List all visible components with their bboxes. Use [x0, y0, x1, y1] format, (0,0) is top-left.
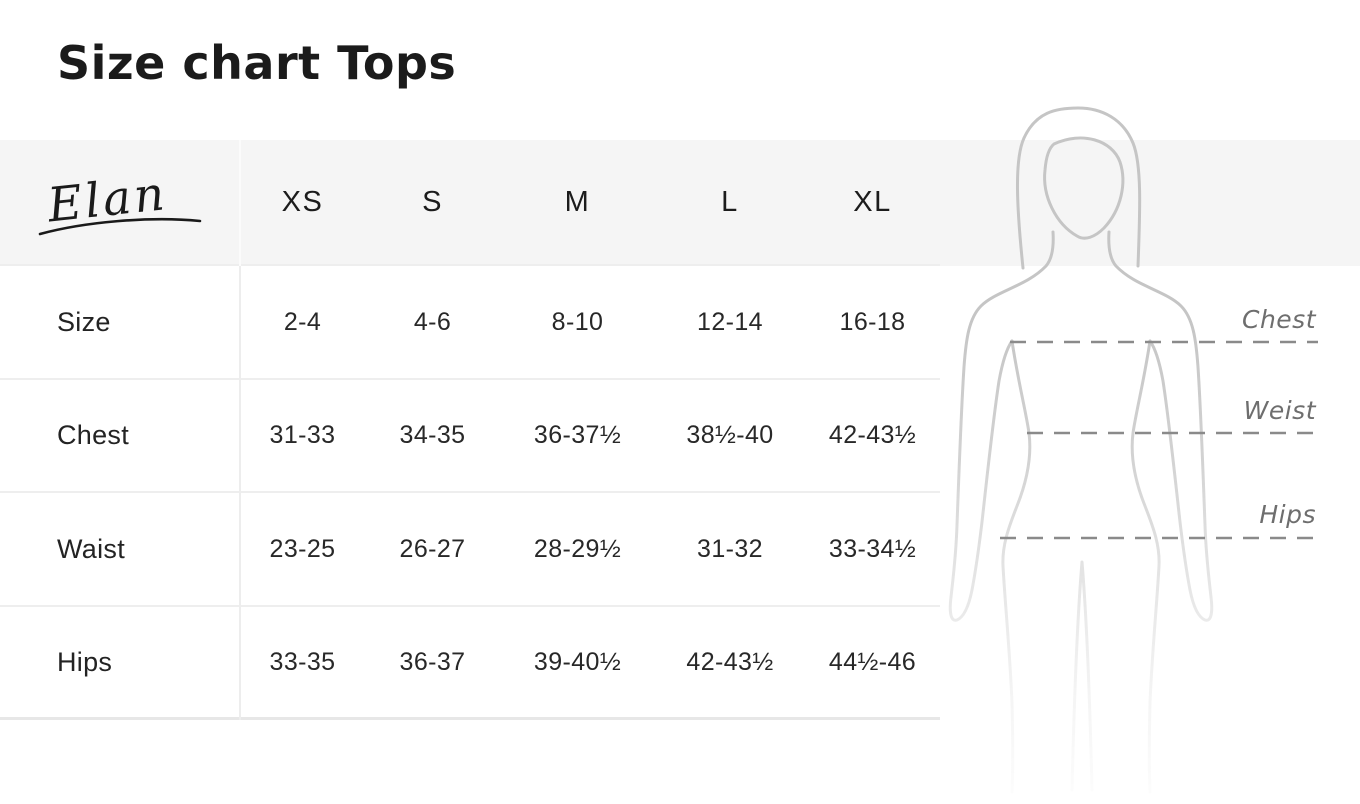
table-cell: 39-40½ [500, 607, 655, 720]
table-cell: 34-35 [365, 380, 500, 493]
column-header-l: L [655, 140, 805, 266]
table-cell: 12-14 [655, 266, 805, 380]
brand-logo-script: Elan [38, 166, 202, 236]
table-cell: 26-27 [365, 493, 500, 607]
table-cell: 33-34½ [805, 493, 940, 607]
column-header-xl: XL [805, 140, 940, 266]
figure-right-arm-outline [1107, 230, 1214, 622]
page-title: Size chart Tops [57, 36, 457, 90]
table-vertical-divider-header [239, 140, 241, 266]
table-cell: 44½-46 [805, 607, 940, 720]
row-label-size: Size [0, 266, 240, 380]
column-header-s: S [365, 140, 500, 266]
brand-logo: Elan [0, 140, 240, 266]
column-header-xs: XS [240, 140, 365, 266]
figure-left-torso-leg-outline [1001, 339, 1032, 794]
table-cell: 23-25 [240, 493, 365, 607]
table-cell: 36-37½ [500, 380, 655, 493]
table-cell: 38½-40 [655, 380, 805, 493]
chest-measure-label: Chest [1241, 305, 1316, 334]
figure-left-arm-outline [948, 230, 1055, 622]
row-label-waist: Waist [0, 493, 240, 607]
figure-right-torso-leg-outline [1130, 339, 1161, 794]
column-header-m: M [500, 140, 655, 266]
waist-measure-label: Weist [1243, 396, 1316, 425]
row-label-hips: Hips [0, 607, 240, 720]
table-cell: 42-43½ [655, 607, 805, 720]
size-chart-table: Elan XS S M L XL Size 2-4 4-6 8-10 12-14… [0, 140, 940, 720]
table-cell: 42-43½ [805, 380, 940, 493]
table-cell: 31-33 [240, 380, 365, 493]
figure-inner-legs-outline [1070, 560, 1094, 792]
table-vertical-divider [239, 266, 241, 720]
table-cell: 16-18 [805, 266, 940, 380]
table-cell: 28-29½ [500, 493, 655, 607]
table-cell: 33-35 [240, 607, 365, 720]
table-cell: 8-10 [500, 266, 655, 380]
hips-measure-label: Hips [1259, 500, 1316, 529]
table-cell: 2-4 [240, 266, 365, 380]
table-cell: 31-32 [655, 493, 805, 607]
logo-underline-flourish [38, 217, 202, 236]
row-label-chest: Chest [0, 380, 240, 493]
table-cell: 4-6 [365, 266, 500, 380]
table-cell: 36-37 [365, 607, 500, 720]
